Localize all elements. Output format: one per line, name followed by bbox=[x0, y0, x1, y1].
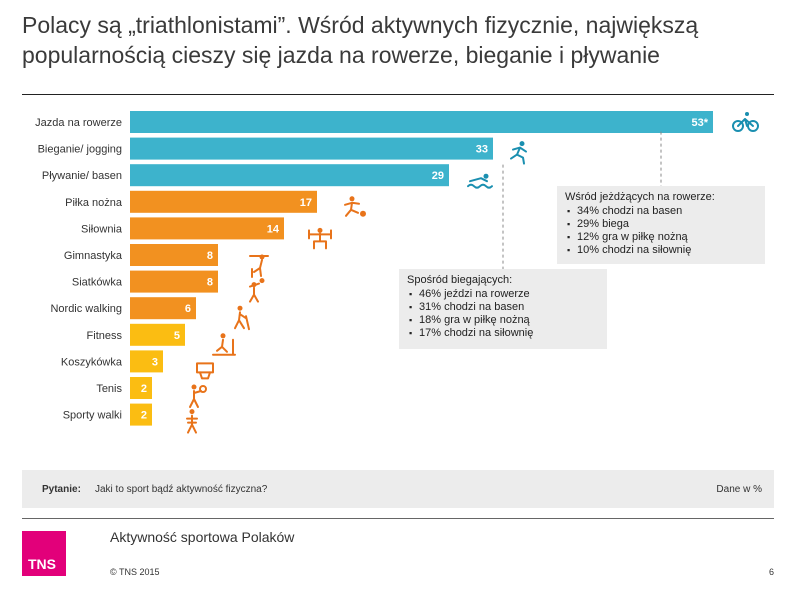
swimmer-icon bbox=[467, 173, 493, 189]
bar bbox=[130, 137, 493, 160]
category-label: Tenis bbox=[96, 383, 122, 395]
title-line-2: popularnością cieszy się jazda na rowerz… bbox=[22, 42, 660, 68]
question-label: Pytanie: bbox=[42, 484, 81, 495]
value-label: 5 bbox=[174, 330, 180, 342]
bar bbox=[130, 377, 152, 399]
category-label: Pływanie/ basen bbox=[42, 170, 122, 182]
category-label: Koszykówka bbox=[61, 356, 123, 368]
nordic-walker-icon bbox=[234, 305, 250, 331]
runners-note-item: 17% chodzi na siłownię bbox=[409, 327, 599, 340]
value-label: 2 bbox=[141, 410, 147, 422]
question-text: Jaki to sport bądź aktywność fizyczna? bbox=[95, 484, 268, 495]
bar-chart: Jazda na rowerze 53* Bieganie/ jogging 33 Pł… bbox=[35, 111, 759, 434]
category-label: Siatkówka bbox=[72, 277, 123, 289]
cyclists-note-item: 12% gra w piłkę nożną bbox=[567, 231, 757, 244]
bar bbox=[130, 244, 218, 266]
bar bbox=[130, 217, 284, 240]
category-label: Fitness bbox=[87, 330, 123, 342]
value-label: 53* bbox=[691, 117, 708, 129]
weightlifter-icon bbox=[308, 227, 332, 250]
tennis-player-icon bbox=[189, 384, 207, 408]
title-divider bbox=[22, 94, 774, 95]
bar bbox=[130, 323, 185, 346]
martial-artist-icon bbox=[186, 409, 198, 434]
title-line-1: Polacy są „triathlonistami”. Wśród aktyw… bbox=[22, 12, 699, 38]
bar bbox=[130, 190, 317, 213]
value-label: 6 bbox=[185, 303, 191, 315]
data-unit-note: Dane w % bbox=[716, 484, 762, 495]
value-label: 33 bbox=[476, 144, 488, 156]
runner-icon bbox=[510, 141, 527, 165]
cyclists-note: Wśród jeżdżących na rowerze: 34% chodzi … bbox=[557, 186, 765, 264]
bar bbox=[130, 297, 196, 320]
gymnast-icon bbox=[249, 254, 269, 278]
runners-note: Spośród biegających: 46% jeździ na rower… bbox=[399, 269, 607, 349]
footer-divider bbox=[22, 518, 774, 519]
bicycle-icon bbox=[732, 112, 759, 132]
runners-note-heading: Spośród biegających: bbox=[407, 274, 513, 286]
value-label: 8 bbox=[207, 277, 213, 289]
bar bbox=[130, 350, 163, 373]
cyclists-note-list: 34% chodzi na basen 29% biega 12% gra w … bbox=[565, 205, 757, 257]
treadmill-icon bbox=[212, 333, 236, 356]
cyclists-note-heading: Wśród jeżdżących na rowerze: bbox=[565, 191, 715, 203]
volleyball-player-icon bbox=[249, 278, 265, 303]
category-label: Piłka nożna bbox=[65, 197, 123, 209]
bar bbox=[130, 403, 152, 426]
bar bbox=[130, 111, 713, 133]
runners-note-item: 31% chodzi na basen bbox=[409, 301, 599, 314]
page-title: Polacy są „triathlonistami”. Wśród aktyw… bbox=[22, 10, 792, 70]
bar bbox=[130, 270, 218, 293]
cyclists-note-item: 10% chodzi na siłownię bbox=[567, 244, 757, 257]
category-label: Gimnastyka bbox=[64, 250, 123, 262]
runners-note-item: 18% gra w piłkę nożną bbox=[409, 314, 599, 327]
value-label: 3 bbox=[152, 356, 158, 368]
page-number: 6 bbox=[768, 567, 774, 577]
category-label: Jazda na rowerze bbox=[35, 117, 122, 129]
cyclists-note-item: 34% chodzi na basen bbox=[567, 205, 757, 218]
logo-text: TNS bbox=[28, 556, 56, 572]
cyclists-note-item: 29% biega bbox=[567, 218, 757, 231]
category-label: Sporty walki bbox=[63, 410, 122, 422]
value-label: 29 bbox=[432, 170, 444, 182]
value-label: 14 bbox=[267, 223, 280, 235]
value-label: 8 bbox=[207, 250, 213, 262]
footer-title: Aktywność sportowa Polaków bbox=[110, 529, 295, 545]
copyright: © TNS 2015 bbox=[110, 567, 160, 577]
tns-logo: TNS bbox=[22, 531, 66, 576]
category-label: Siłownia bbox=[81, 223, 123, 235]
value-label: 2 bbox=[141, 383, 147, 395]
value-label: 17 bbox=[300, 197, 312, 209]
bar bbox=[130, 164, 449, 187]
category-label: Nordic walking bbox=[50, 303, 122, 315]
soccer-player-icon bbox=[344, 196, 366, 217]
question-box: Pytanie: Jaki to sport bądź aktywność fi… bbox=[22, 470, 774, 508]
runners-note-item: 46% jeździ na rowerze bbox=[409, 288, 599, 301]
runners-note-list: 46% jeździ na rowerze 31% chodzi na base… bbox=[407, 288, 599, 340]
basketball-hoop-icon bbox=[196, 362, 214, 380]
category-label: Bieganie/ jogging bbox=[38, 144, 122, 156]
